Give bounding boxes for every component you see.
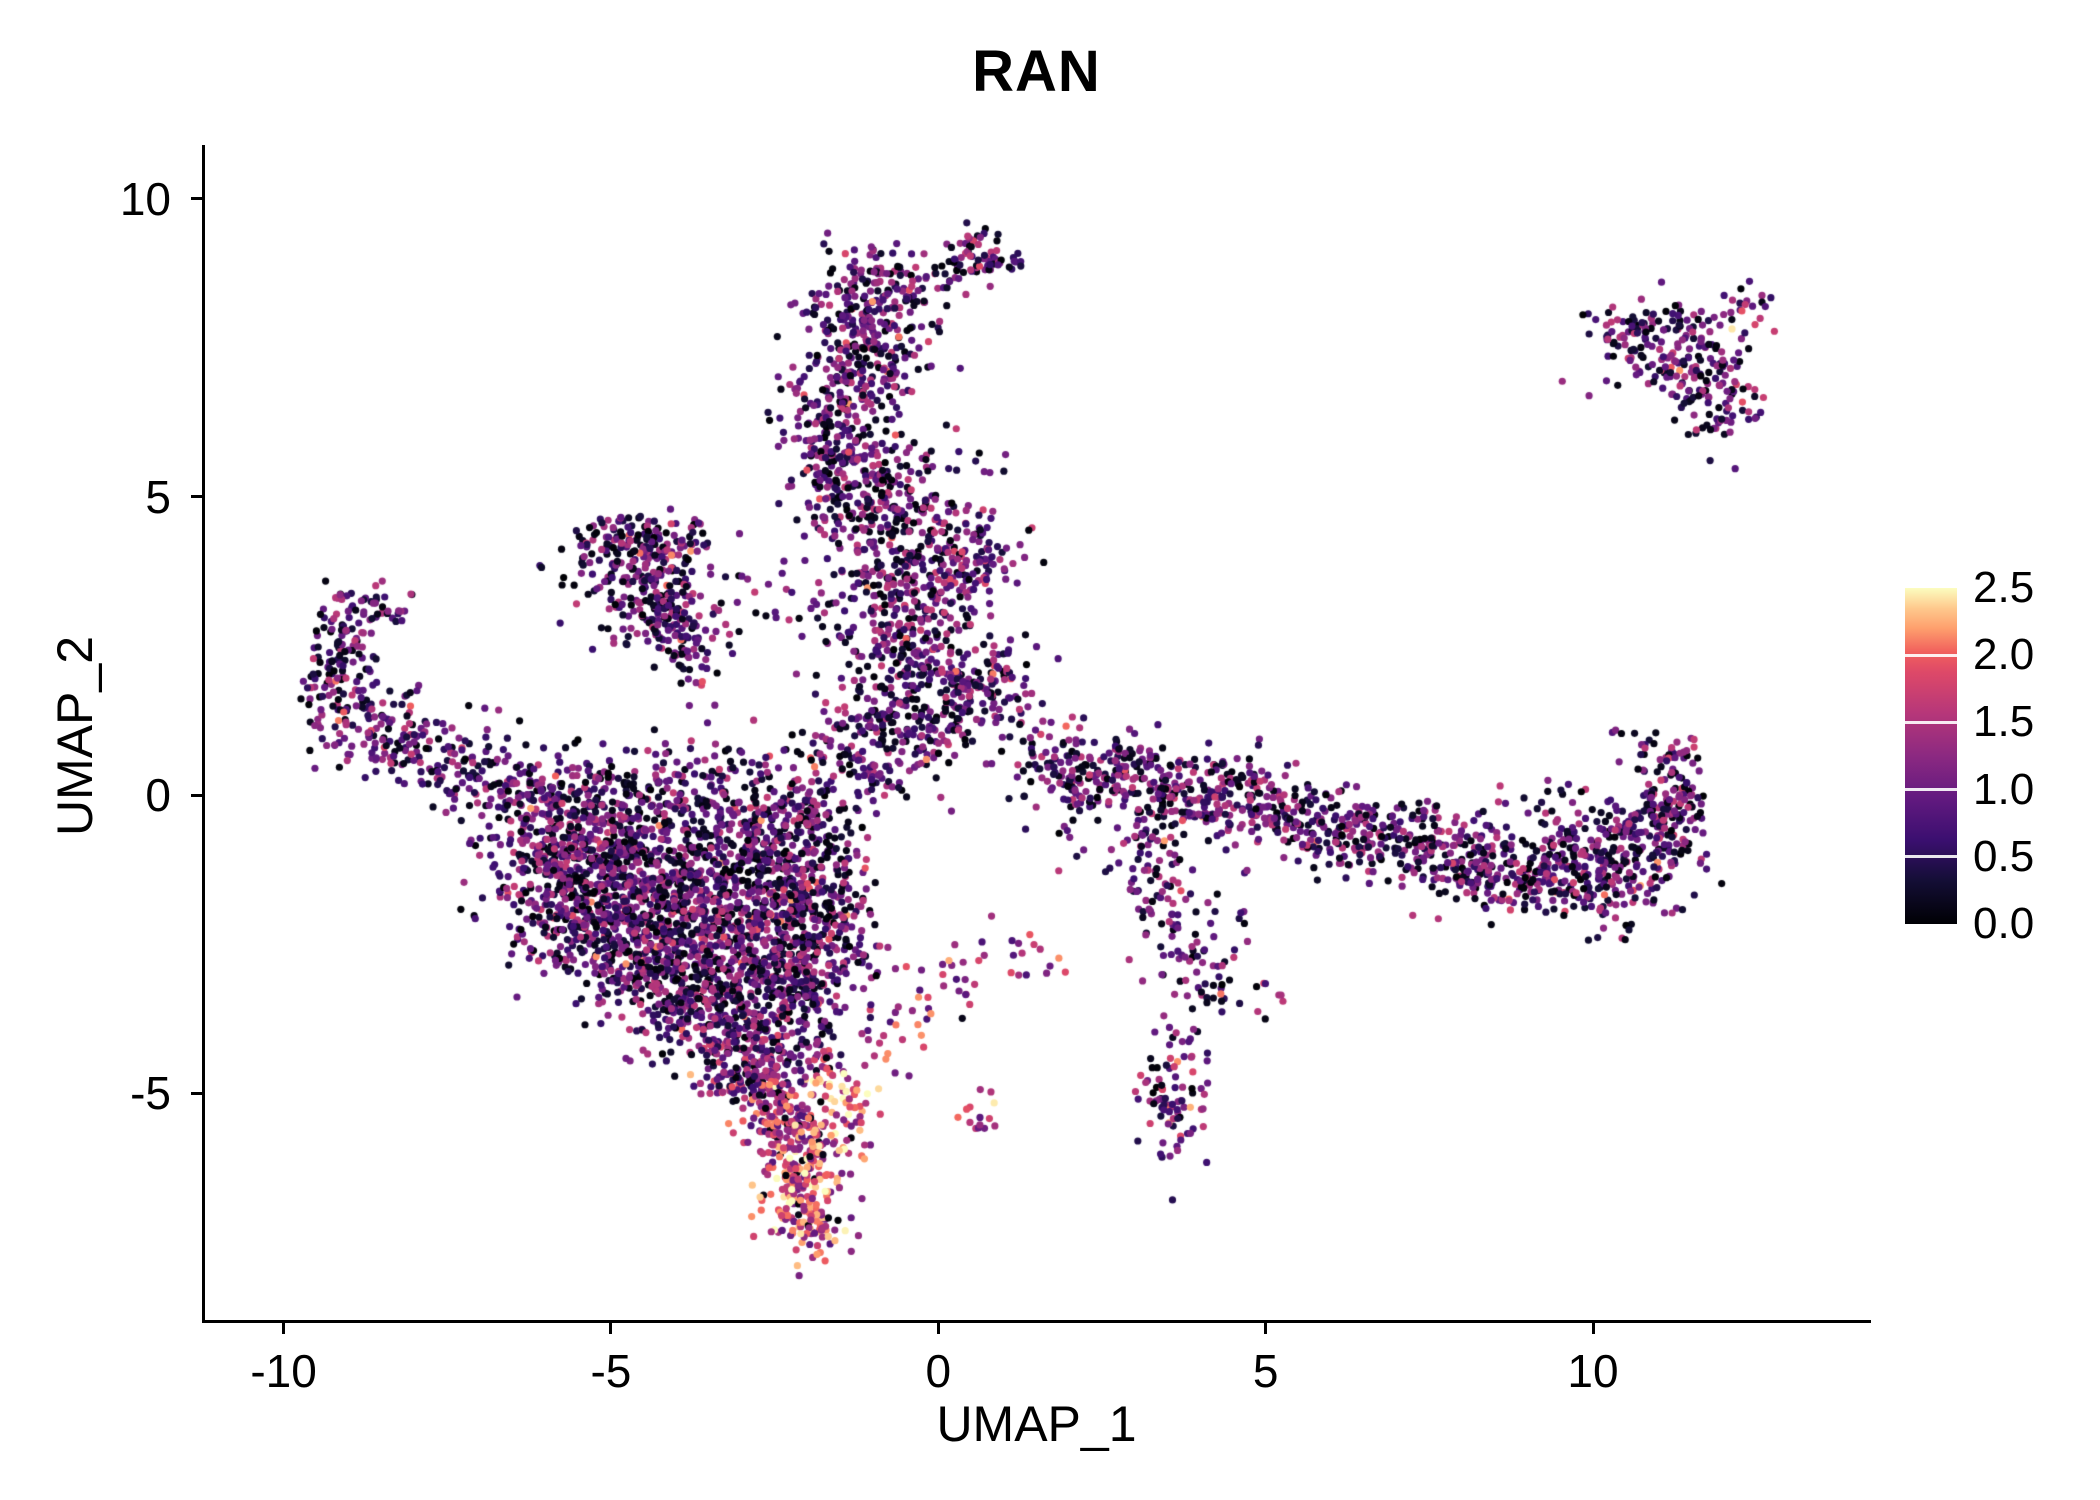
colorbar-gradient [1905, 588, 1957, 924]
x-tick-label: 5 [1252, 1345, 1279, 1397]
x-tick-label: 0 [925, 1345, 952, 1397]
y-tick-mark [191, 197, 205, 201]
colorbar-tick-label: 0.0 [1973, 899, 2035, 948]
y-tick-mark [191, 495, 205, 499]
y-tick-mark [191, 1091, 205, 1095]
y-axis-line [202, 145, 205, 1323]
y-tick-mark [191, 793, 205, 797]
colorbar-tick-mark [1905, 855, 1957, 859]
y-tick-label: 10 [119, 172, 171, 225]
x-tick-label: -5 [590, 1345, 632, 1397]
x-tick-mark [282, 1320, 286, 1334]
y-tick-label: -5 [130, 1067, 171, 1120]
x-tick-label: -10 [250, 1345, 317, 1397]
x-tick-mark [936, 1320, 940, 1334]
y-tick-label: 0 [145, 769, 171, 822]
colorbar-tick-label: 0.5 [1973, 831, 2035, 881]
x-tick-mark [609, 1320, 613, 1334]
colorbar-tick-mark [1905, 720, 1957, 724]
y-tick-label: 5 [145, 470, 171, 523]
colorbar-tick-mark [1905, 653, 1957, 657]
chart-title: RAN [972, 39, 1101, 104]
x-axis-line [202, 1320, 1871, 1323]
scatter-canvas [205, 145, 1868, 1320]
colorbar-tick-mark [1905, 788, 1957, 792]
colorbar-tick-label: 1.0 [1973, 764, 2035, 814]
colorbar-tick-label: 1.5 [1973, 697, 2035, 747]
x-axis-label: UMAP_1 [936, 1396, 1137, 1452]
x-tick-mark [1264, 1320, 1268, 1334]
x-tick-label: 10 [1567, 1345, 1619, 1397]
colorbar-tick-label: 2.5 [1973, 563, 2035, 612]
x-tick-mark [1591, 1320, 1595, 1334]
colorbar-tick-label: 2.0 [1973, 630, 2035, 680]
